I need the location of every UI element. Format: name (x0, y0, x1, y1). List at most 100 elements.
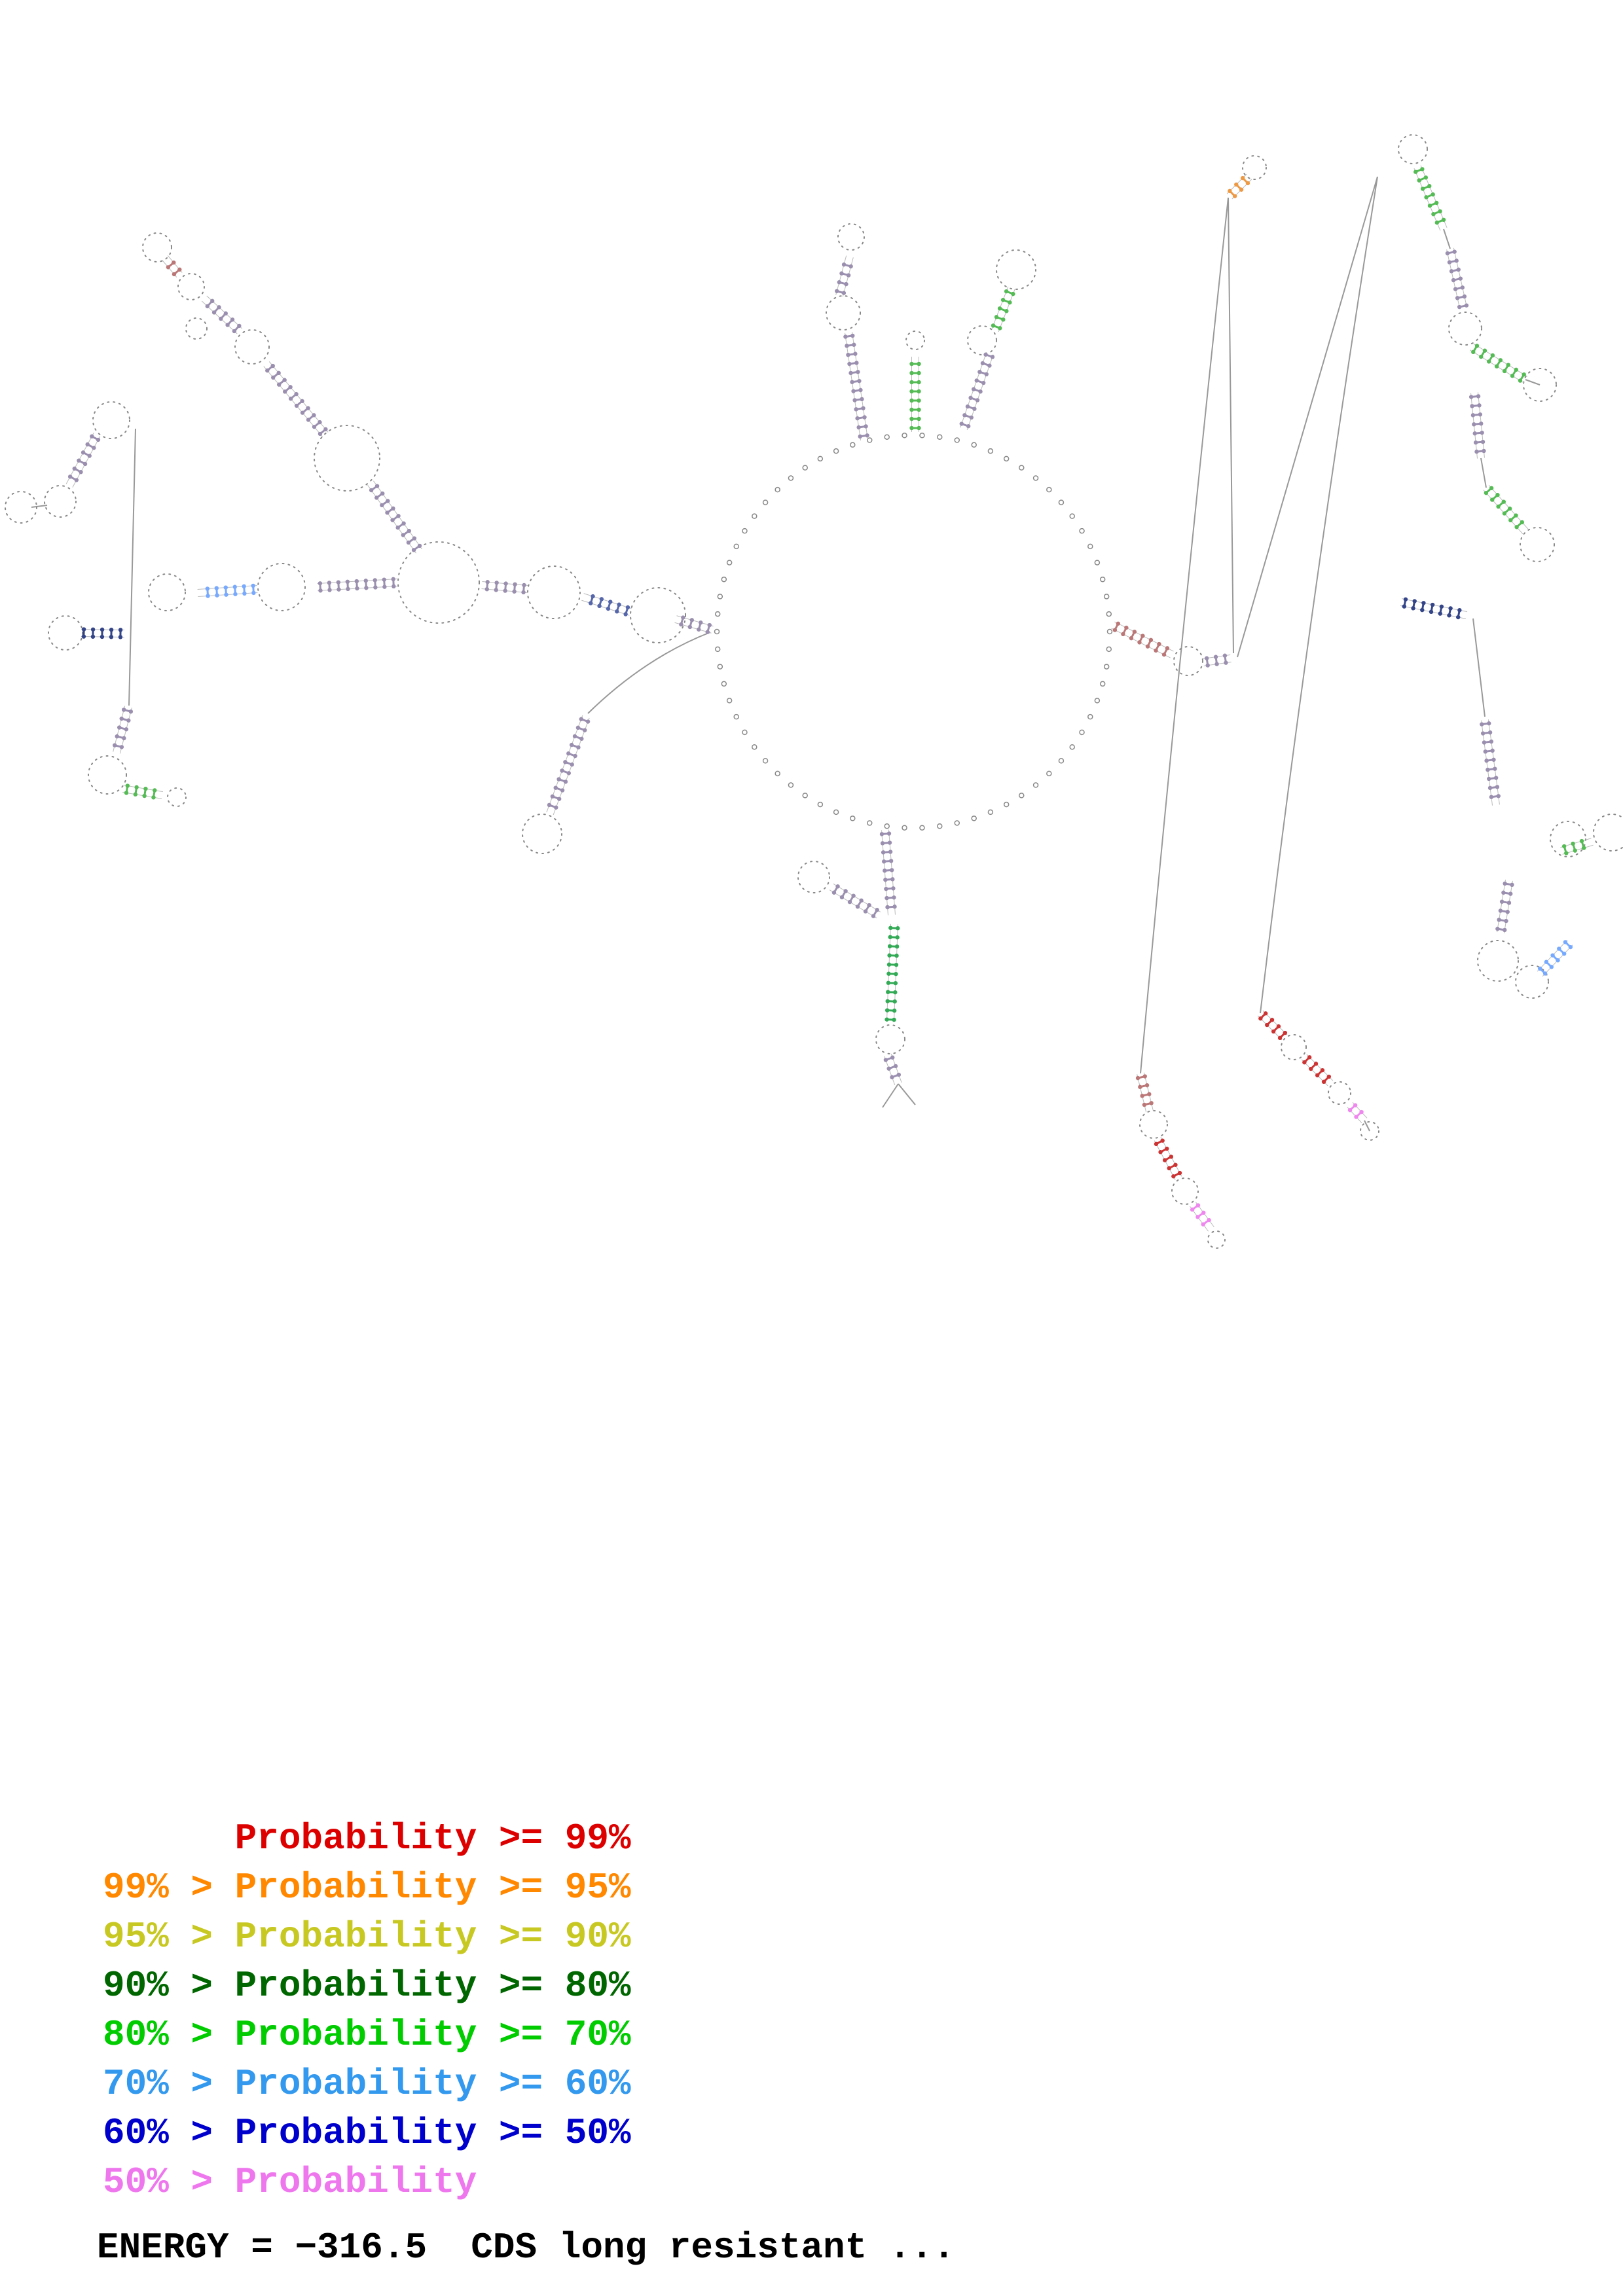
base (859, 898, 864, 903)
base (563, 760, 568, 764)
base (124, 727, 129, 732)
base (391, 506, 395, 511)
base (119, 716, 124, 721)
base (560, 768, 564, 773)
legend-entry: 70% > Probability >= 60% (103, 2063, 631, 2105)
base (885, 999, 890, 1003)
base (579, 717, 583, 721)
base (217, 305, 221, 310)
base (886, 971, 891, 976)
base (1487, 721, 1491, 726)
base (177, 267, 182, 272)
central-loop-base (987, 448, 994, 454)
base (117, 725, 122, 730)
base (1518, 378, 1523, 383)
base (852, 342, 856, 347)
base (1479, 354, 1484, 359)
base (82, 461, 88, 467)
base (617, 602, 621, 607)
base (892, 1008, 897, 1013)
base (547, 802, 552, 808)
central-loop-base (919, 825, 925, 831)
base (374, 484, 380, 488)
base (100, 634, 105, 639)
base (306, 406, 310, 410)
strand-arc (587, 632, 711, 714)
base (1423, 175, 1429, 180)
base (566, 751, 571, 756)
base (981, 380, 986, 386)
base (1154, 648, 1158, 653)
base (1483, 749, 1487, 754)
base (1451, 278, 1456, 283)
base (1001, 317, 1006, 322)
legend-entry: Probability >= 99% (103, 1818, 631, 1859)
base (1144, 1083, 1150, 1088)
base (990, 355, 995, 359)
base (917, 361, 921, 367)
base (969, 415, 974, 420)
base (847, 899, 852, 905)
loop (1360, 1121, 1379, 1141)
base (1145, 644, 1150, 649)
base (1495, 785, 1500, 789)
base (1004, 309, 1009, 314)
central-loop-base (850, 816, 856, 821)
central-loop-base (884, 823, 890, 829)
central-loop-base (866, 820, 873, 826)
base (1487, 785, 1493, 791)
base (888, 925, 893, 930)
base (1302, 1060, 1307, 1065)
base (972, 406, 977, 411)
base (572, 734, 577, 739)
central-loop-base (902, 825, 907, 831)
base (699, 620, 703, 625)
base (1195, 1203, 1201, 1208)
base (81, 627, 86, 632)
base (987, 363, 992, 368)
base (386, 499, 390, 503)
base (880, 841, 885, 846)
strand-arc (1260, 176, 1378, 1014)
base (864, 424, 868, 429)
base (886, 962, 892, 967)
base (883, 869, 887, 873)
base (1489, 795, 1494, 799)
base (113, 743, 117, 747)
base (1504, 918, 1508, 924)
base (271, 375, 276, 380)
base (1549, 965, 1554, 969)
base (1581, 846, 1586, 850)
base (1430, 602, 1435, 607)
base (1487, 730, 1493, 735)
base (373, 578, 377, 583)
base (1550, 953, 1555, 958)
base (276, 382, 282, 387)
base (79, 469, 83, 475)
central-loop-base (1069, 513, 1075, 519)
base (513, 582, 517, 587)
base (345, 579, 350, 584)
base (1458, 276, 1463, 281)
base (346, 586, 350, 592)
loop (1515, 965, 1549, 999)
base (883, 1058, 888, 1062)
base (406, 540, 411, 545)
base (1490, 748, 1495, 753)
strand-link (882, 1083, 899, 1108)
loop (185, 317, 208, 340)
central-loop-base (733, 543, 739, 550)
base (318, 420, 322, 425)
base (917, 407, 921, 412)
base (994, 315, 999, 319)
base (121, 708, 126, 712)
base (395, 525, 400, 530)
base (1142, 1074, 1147, 1079)
base (1472, 431, 1477, 436)
base (390, 518, 395, 522)
base (850, 380, 854, 384)
base (153, 788, 157, 793)
central-loop-base (742, 729, 748, 736)
base (1480, 722, 1484, 726)
base (1502, 511, 1507, 516)
